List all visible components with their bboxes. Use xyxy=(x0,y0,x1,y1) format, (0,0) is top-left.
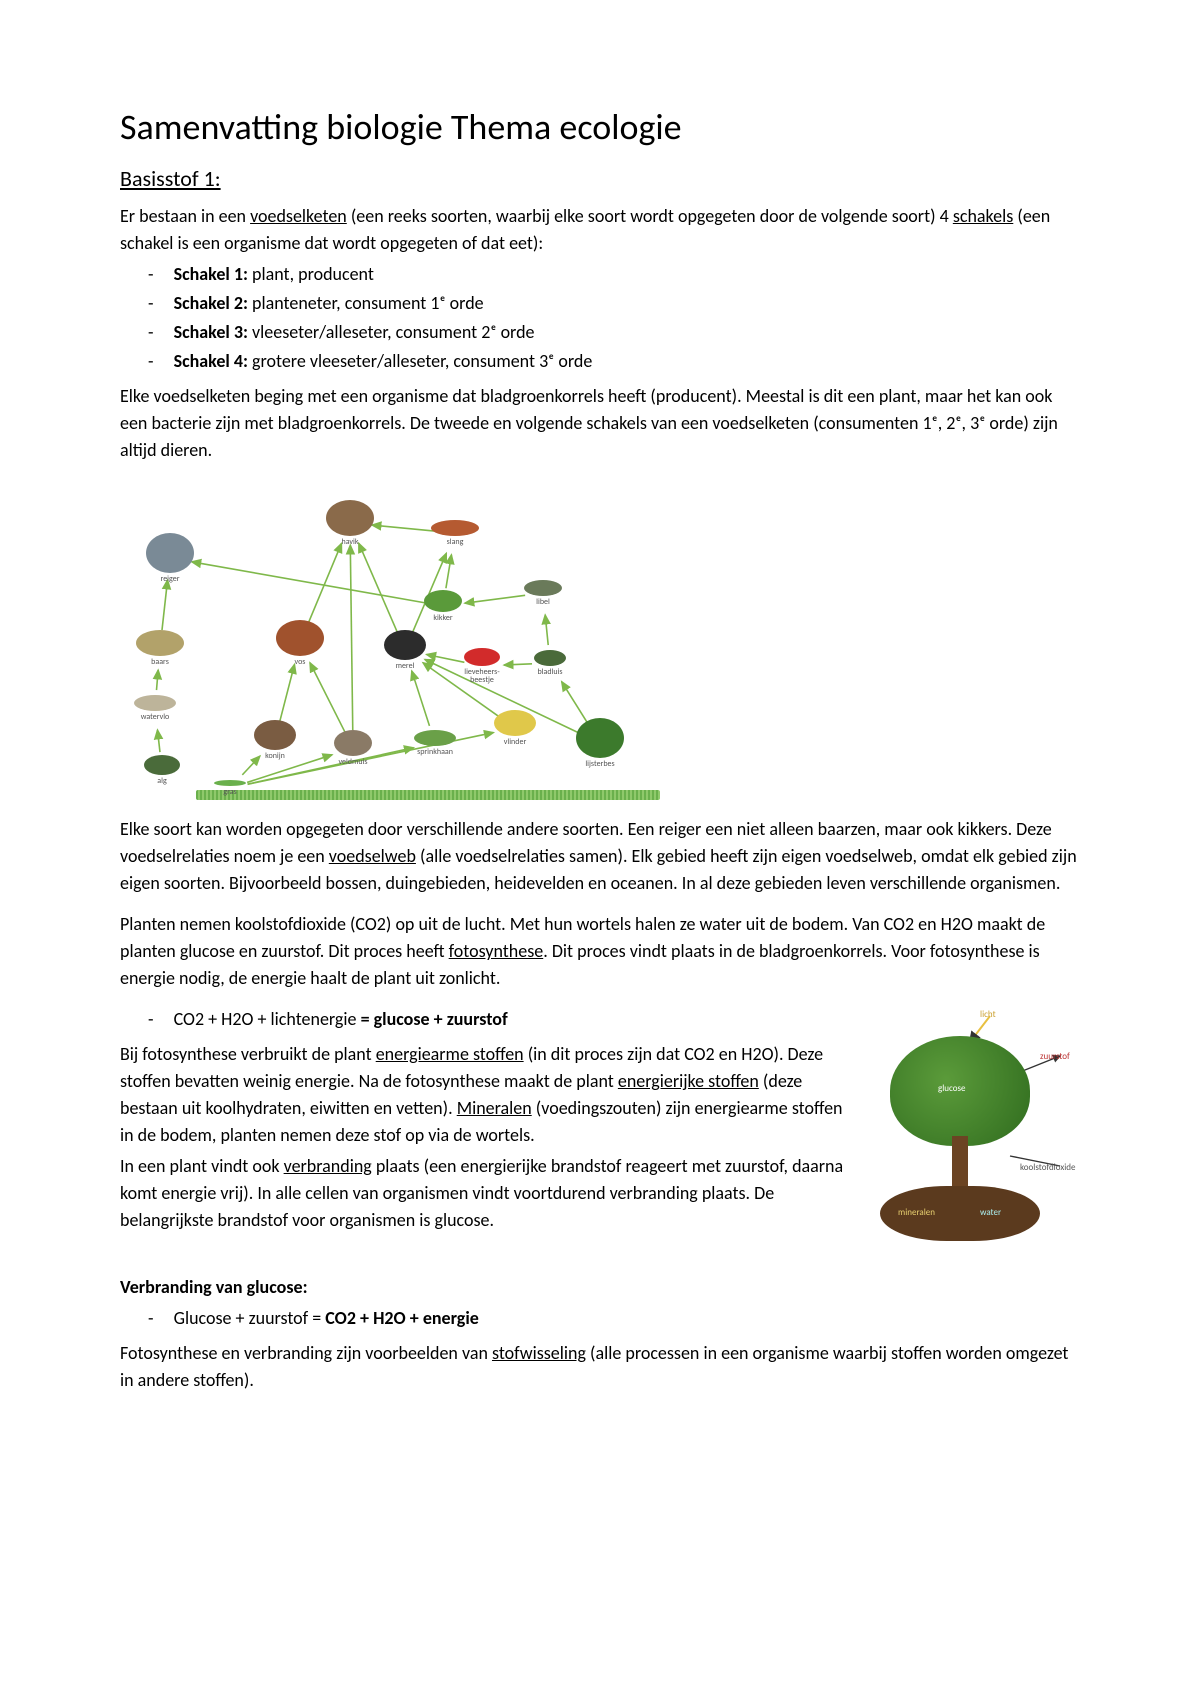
schakel-list: Schakel 1: plant, producent Schakel 2: p… xyxy=(120,261,1080,375)
list-item: Schakel 1: plant, producent xyxy=(168,261,1080,288)
foodweb-node-bladluis: bladluis xyxy=(530,648,570,678)
label-mineralen: mineralen xyxy=(898,1206,935,1220)
foodweb-node-sprinkhaan: sprinkhaan xyxy=(410,728,460,758)
label-glucose: glucose xyxy=(938,1082,966,1096)
after-list-paragraph: Elke voedselketen beging met een organis… xyxy=(120,383,1080,464)
tree-diagram: licht zuurstof glucose koolstofdioxide m… xyxy=(860,1006,1080,1266)
voedselweb-paragraph: Elke soort kan worden opgegeten door ver… xyxy=(120,816,1080,897)
foodweb-node-watervlo: watervlo xyxy=(130,693,180,723)
foodweb-node-gras: gras xyxy=(210,778,250,798)
label-co2: koolstofdioxide xyxy=(1020,1161,1076,1175)
intro-paragraph: Er bestaan in een voedselketen (een reek… xyxy=(120,203,1080,257)
foodweb-node-libel: libel xyxy=(520,578,566,608)
foodweb-node-konijn: konijn xyxy=(250,718,300,762)
list-item: Schakel 2: planteneter, consument 1ᵉ ord… xyxy=(168,290,1080,317)
foodweb-node-vos: vos xyxy=(270,618,330,668)
list-item: Glucose + zuurstof = CO2 + H2O + energie xyxy=(168,1305,1080,1332)
page-title: Samenvatting biologie Thema ecologie xyxy=(120,100,1080,154)
foodweb-node-reiger: reiger xyxy=(140,518,200,598)
label-licht: licht xyxy=(980,1008,996,1022)
label-water: water xyxy=(980,1206,1001,1220)
foodweb-node-baars: baars xyxy=(130,628,190,668)
foodweb-node-veldmuis: veldmuis xyxy=(330,728,376,768)
foodweb-node-merel: merel xyxy=(380,628,430,672)
list-item: Schakel 3: vleeseter/alleseter, consumen… xyxy=(168,319,1080,346)
foodweb-diagram: reiger baars watervlo alg havik vos konijn veld… xyxy=(120,478,660,808)
foodweb-node-slang: slang xyxy=(420,518,490,548)
verbranding-equation-list: Glucose + zuurstof = CO2 + H2O + energie xyxy=(120,1305,1080,1332)
list-item: Schakel 4: grotere vleeseter/alleseter, … xyxy=(168,348,1080,375)
foodweb-node-kikker: kikker xyxy=(420,588,466,624)
section-heading: Basisstof 1: xyxy=(120,162,1080,195)
foodweb-node-lijsterbes: lijsterbes xyxy=(570,708,630,778)
verbranding-heading: Verbranding van glucose: xyxy=(120,1274,1080,1301)
foodweb-node-havik: havik xyxy=(320,498,380,548)
grass-strip xyxy=(196,790,660,800)
stofwisseling-paragraph: Fotosynthese en verbranding zijn voorbee… xyxy=(120,1340,1080,1394)
fotosynthese-intro: Planten nemen koolstofdioxide (CO2) op u… xyxy=(120,911,1080,992)
foodweb-node-vlinder: vlinder xyxy=(490,708,540,748)
tree-trunk xyxy=(952,1136,968,1186)
label-zuurstof: zuurstof xyxy=(1040,1050,1070,1064)
foodweb-node-lieveheersbeestje: lieveheers-beestje xyxy=(460,648,504,684)
foodweb-node-alg: alg xyxy=(140,753,184,787)
